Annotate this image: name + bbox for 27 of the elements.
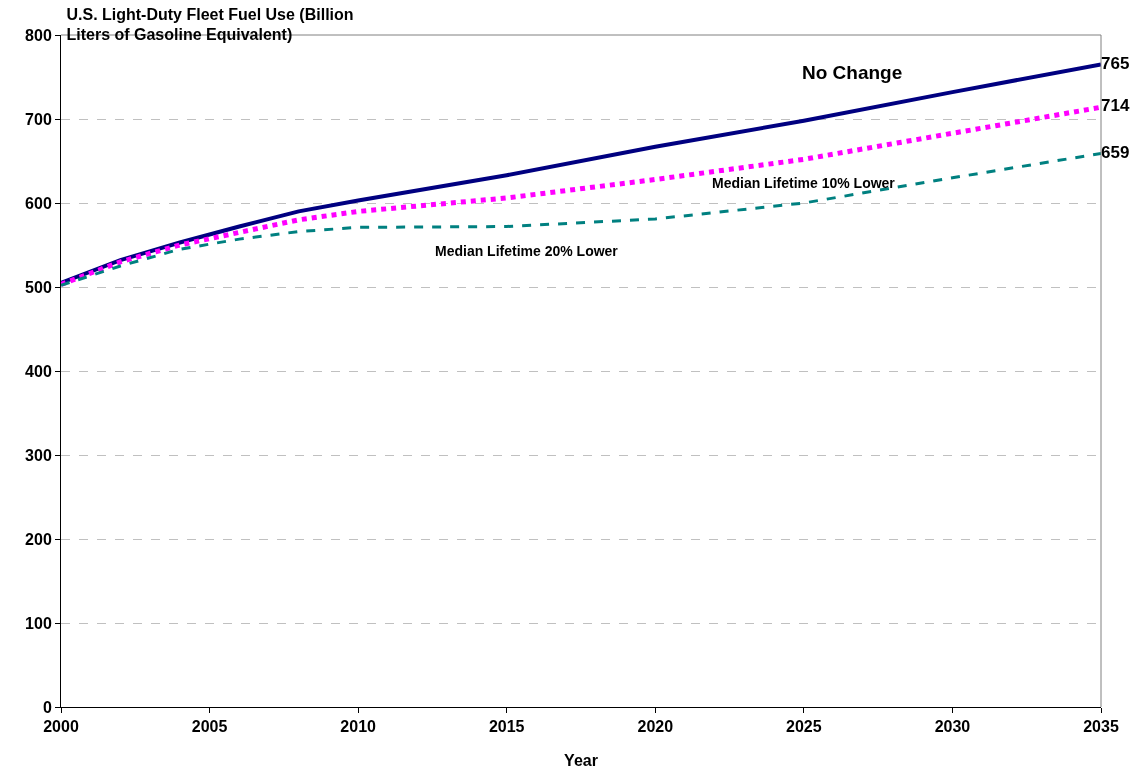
y-tick-label: 700: [25, 110, 52, 128]
data-label: 765: [1101, 53, 1130, 73]
y-tick-label: 300: [25, 446, 52, 464]
series-label: No Change: [802, 62, 903, 83]
y-tick-label: 200: [25, 530, 52, 548]
x-tick-label: 2010: [340, 718, 377, 736]
x-tick-label: 2020: [637, 718, 674, 736]
y-tick-label: 800: [25, 26, 52, 44]
x-tick-label: 2030: [934, 718, 971, 736]
x-tick-label: 2005: [191, 718, 228, 736]
data-label: 714: [1101, 96, 1130, 116]
x-tick-label: 2035: [1083, 718, 1119, 736]
y-tick-label: 400: [25, 362, 52, 380]
x-axis-title: Year: [564, 751, 598, 769]
chart-title: U.S. Light-Duty Fleet Fuel Use (Billion Liters of Gasoline Equivalent): [66, 5, 354, 44]
line-series: [61, 62, 1101, 285]
x-tick-label: 2025: [786, 718, 822, 736]
y-tick-label: 500: [25, 278, 52, 296]
series-label: Median Lifetime 20% Lower: [435, 243, 619, 259]
y-tick-label: 0: [42, 698, 52, 716]
x-tick-label: 2000: [43, 718, 79, 736]
line-series: [61, 151, 1101, 287]
y-tick-label: 600: [25, 194, 52, 212]
y-tick-label: 100: [25, 614, 52, 632]
series-label: Median Lifetime 10% Lower: [712, 175, 896, 191]
data-label: 659: [1101, 142, 1130, 162]
x-tick-label: 2015: [488, 718, 525, 736]
